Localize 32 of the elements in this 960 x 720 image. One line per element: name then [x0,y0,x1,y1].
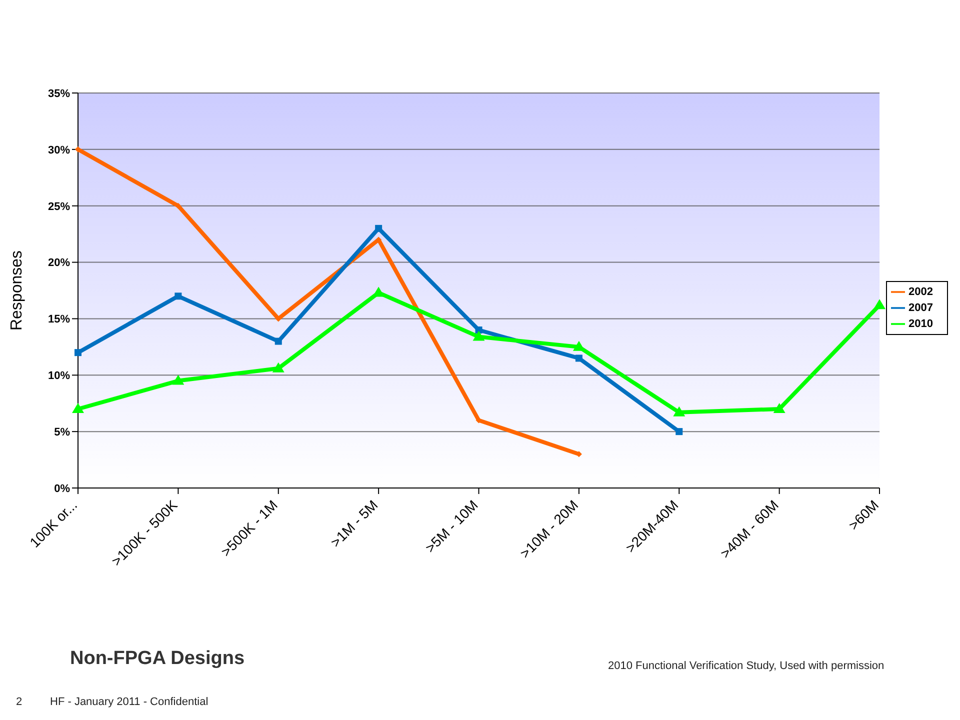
point [575,354,582,362]
point [375,224,382,232]
y-tick-label: 15% [48,314,70,326]
y-tick-label: 30% [48,144,70,156]
point [874,299,886,310]
y-tick-label: 10% [48,370,70,382]
point [773,403,786,413]
point [172,374,184,385]
y-tick-label: 35% [48,88,70,100]
point [274,338,282,345]
y-tick-label: 5% [54,426,70,438]
text: 2010 Functional Verification Study, Used with permission [608,660,884,672]
point [72,403,84,413]
point [676,428,683,436]
point [275,316,282,322]
point [175,202,182,209]
point [475,326,482,334]
text: HF - January 2011 - Confidential [50,696,208,708]
point [472,330,485,341]
y-tick-label: 0% [54,482,70,495]
legend-label: 2010 [908,318,933,330]
legend-label: 2007 [908,302,933,314]
y-tick-label: 25% [48,200,70,213]
y-axis-title: Responses [8,250,26,331]
point [74,349,82,356]
text: 2 [16,696,22,708]
point [673,406,686,416]
y-tick-label: 20% [48,257,70,270]
point [272,362,284,372]
point [174,292,182,300]
text: Non-FPGA Designs [70,648,245,670]
legend-label: 2002 [908,286,933,298]
